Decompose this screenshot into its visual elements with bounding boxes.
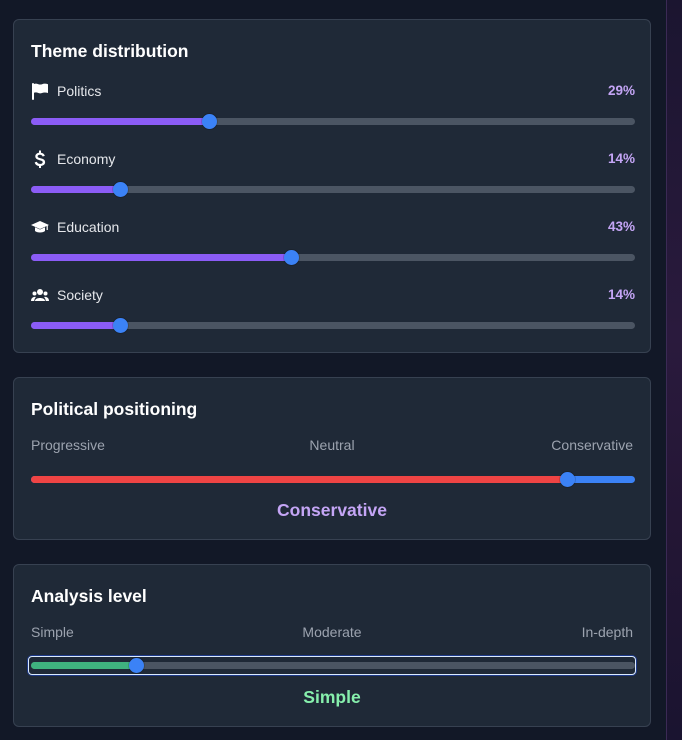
analysis-result: Simple bbox=[303, 687, 361, 707]
political-positioning-title: Political positioning bbox=[31, 399, 198, 419]
analysis-slider-focus-ring bbox=[28, 656, 636, 675]
graduation-cap-icon bbox=[31, 218, 49, 236]
analysis-slider[interactable] bbox=[31, 658, 635, 673]
theme-row-society: Society 14% bbox=[31, 286, 635, 336]
theme-percent: 29% bbox=[607, 83, 635, 98]
theme-row-economy: Economy 14% bbox=[31, 150, 635, 200]
theme-slider-politics[interactable] bbox=[31, 114, 635, 129]
theme-distribution-title: Theme distribution bbox=[31, 41, 189, 61]
positioning-result: Conservative bbox=[277, 500, 387, 520]
theme-label: Society bbox=[57, 287, 103, 303]
analysis-level-title: Analysis level bbox=[31, 586, 147, 606]
political-positioning-card: Political positioning Progressive Neutra… bbox=[13, 377, 651, 540]
slider-fill bbox=[31, 322, 121, 329]
slider-thumb[interactable] bbox=[202, 114, 218, 129]
scale-label-simple: Simple bbox=[31, 624, 74, 640]
slider-thumb[interactable] bbox=[560, 472, 576, 487]
theme-distribution-card: Theme distribution Politics 29% Economy … bbox=[13, 19, 651, 353]
slider-thumb[interactable] bbox=[113, 182, 129, 197]
theme-label: Politics bbox=[57, 83, 102, 99]
scale-label-progressive: Progressive bbox=[31, 437, 105, 453]
slider-fill bbox=[31, 254, 292, 261]
analysis-level-card: Analysis level Simple Moderate In-depth … bbox=[13, 564, 651, 727]
theme-percent: 43% bbox=[607, 219, 635, 234]
slider-fill bbox=[31, 662, 137, 669]
slider-fill bbox=[31, 476, 568, 483]
positioning-slider[interactable] bbox=[31, 472, 635, 487]
theme-label: Economy bbox=[57, 151, 116, 167]
theme-label: Education bbox=[57, 219, 120, 235]
slider-fill bbox=[31, 118, 210, 125]
dollar-icon bbox=[31, 150, 49, 168]
users-icon bbox=[31, 286, 49, 304]
theme-slider-society[interactable] bbox=[31, 318, 635, 333]
scale-label-moderate: Moderate bbox=[302, 624, 362, 640]
scale-label-conservative: Conservative bbox=[551, 437, 633, 453]
theme-row-politics: Politics 29% bbox=[31, 82, 635, 132]
theme-percent: 14% bbox=[607, 151, 635, 166]
slider-fill bbox=[31, 186, 121, 193]
slider-thumb[interactable] bbox=[113, 318, 129, 333]
flag-icon bbox=[31, 82, 49, 100]
theme-slider-education[interactable] bbox=[31, 250, 635, 265]
theme-percent: 14% bbox=[607, 287, 635, 302]
background-strip bbox=[666, 0, 682, 740]
scale-label-neutral: Neutral bbox=[309, 437, 355, 453]
slider-thumb[interactable] bbox=[129, 658, 145, 673]
theme-row-education: Education 43% bbox=[31, 218, 635, 268]
scale-label-in-depth: In-depth bbox=[581, 624, 633, 640]
slider-thumb[interactable] bbox=[284, 250, 300, 265]
theme-slider-economy[interactable] bbox=[31, 182, 635, 197]
